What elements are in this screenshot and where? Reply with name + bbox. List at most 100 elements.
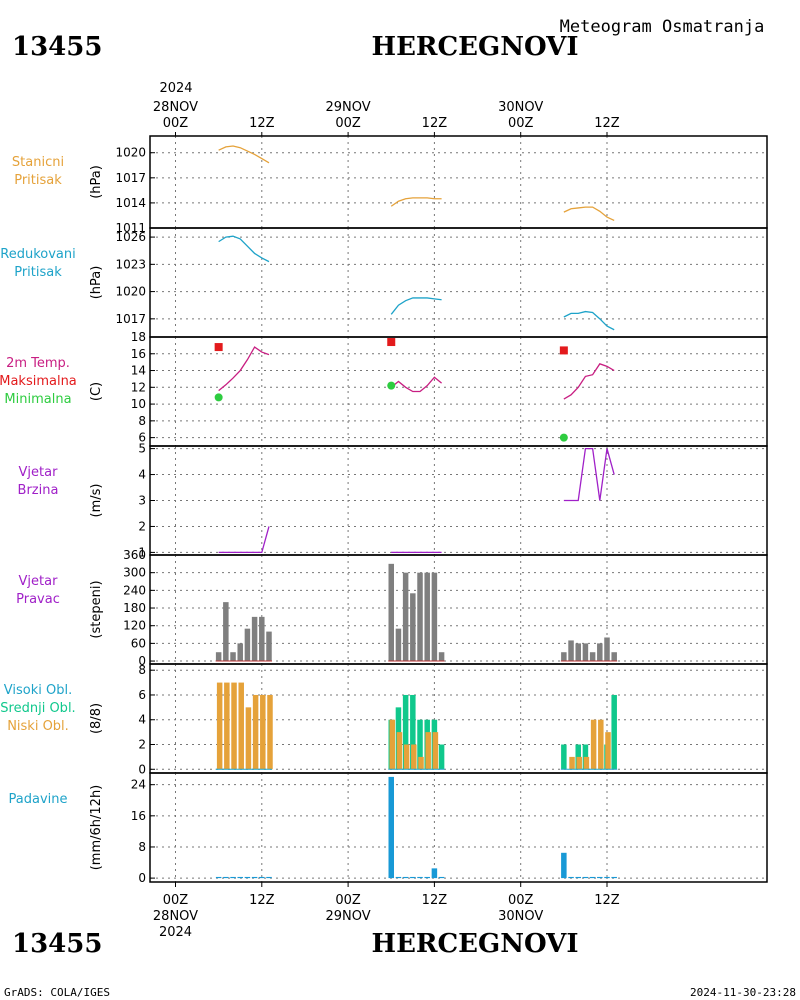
cloud-bar <box>389 719 395 770</box>
y-tick-label: 1023 <box>115 257 146 271</box>
data-bar <box>597 876 603 879</box>
data-bar <box>388 563 394 662</box>
y-axis-label: (hPa) <box>89 165 104 199</box>
y-tick-label: 6 <box>138 431 146 445</box>
data-bar <box>568 640 574 662</box>
cloud-bar <box>438 744 445 770</box>
y-tick-label: 360 <box>123 548 146 562</box>
bottom-time-label: 29NOV <box>326 909 371 924</box>
data-bar <box>589 876 596 879</box>
cloud-bar <box>561 744 567 770</box>
cloud-bar <box>425 732 431 770</box>
panel-label: Pritisak <box>14 265 62 280</box>
bottom-time-label: 00Z <box>163 893 189 908</box>
data-bar <box>244 628 251 662</box>
station-name-bottom: HERCEGNOVI <box>372 929 579 959</box>
data-bar <box>438 652 445 662</box>
y-tick-label: 120 <box>123 619 146 633</box>
cloud-bar <box>231 682 237 770</box>
data-bar <box>223 876 229 879</box>
max-temp-marker <box>387 338 396 347</box>
y-tick-label: 300 <box>123 566 146 580</box>
max-temp-marker <box>214 343 223 352</box>
y-tick-label: 1020 <box>115 146 146 160</box>
top-time-label: 29NOV <box>326 100 371 115</box>
cloud-bar <box>605 732 611 770</box>
y-tick-label: 4 <box>138 713 146 727</box>
cloud-bar <box>224 682 230 770</box>
panel-frame <box>149 445 768 556</box>
panel-label: 2m Temp. <box>6 356 70 371</box>
y-axis-label: (stepeni) <box>89 580 104 638</box>
data-bar <box>611 876 617 879</box>
data-bar <box>431 868 438 879</box>
panel-vjetar_brzina: 1 2 3 4 5 (m/s) Vjetar Brzina <box>18 442 768 559</box>
data-bar <box>431 572 438 662</box>
data-bar <box>410 876 416 879</box>
bottom-time-label: 12Z <box>249 893 275 908</box>
data-bar <box>568 876 574 879</box>
data-bar <box>410 593 416 662</box>
y-tick-label: 0 <box>138 871 146 885</box>
cloud-bar <box>402 694 409 770</box>
data-bar <box>395 876 402 879</box>
min-temp-marker <box>387 381 396 390</box>
data-bar <box>251 876 258 879</box>
data-bar <box>230 652 236 662</box>
panel-padavine: 0 8 16 24 (mm/6h/12h) Padavine <box>9 772 768 885</box>
cloud-bar <box>598 719 604 770</box>
meteogram-subtitle: Meteogram Osmatranja <box>560 17 765 37</box>
panel-vjetar_pravac: 0 60 120 180 240 300 360 (stepeni) Vjetar Pravac <box>16 548 768 668</box>
cloud-bar <box>238 682 244 770</box>
cloud-bar <box>411 744 417 770</box>
y-tick-label: 180 <box>123 601 146 615</box>
y-tick-label: 1017 <box>115 171 146 185</box>
series-line <box>218 145 270 164</box>
station-id-bottom: 13455 <box>12 929 102 959</box>
panel-oblaci: 0 2 4 6 8 (8/8) Visoki Obl. Srednji Obl. Niski O… <box>0 663 768 776</box>
top-time-label: 12Z <box>422 116 448 131</box>
data-bar <box>266 876 272 879</box>
series-line <box>218 526 270 554</box>
data-bar <box>259 876 265 879</box>
data-bar <box>244 876 251 879</box>
panel-label: Vjetar <box>19 465 59 480</box>
data-bar <box>604 637 610 662</box>
data-bar <box>388 776 394 879</box>
cloud-bar <box>410 694 416 770</box>
bottom-time-label: 2024 <box>159 925 192 940</box>
cloud-bar <box>417 719 423 770</box>
panel-frame <box>149 227 768 338</box>
series-line <box>390 376 443 393</box>
y-tick-label: 12 <box>131 380 146 394</box>
y-tick-label: 0 <box>138 762 146 776</box>
data-bar <box>582 876 589 879</box>
y-tick-label: 4 <box>138 468 146 482</box>
panel-label: Stanicni <box>12 155 64 170</box>
top-time-label: 12Z <box>594 116 620 131</box>
panel-redukovani: 1017 1020 1023 1026 (hPa) Redukovani Pritisak <box>0 227 768 338</box>
cloud-bar <box>418 756 424 770</box>
series-line <box>390 297 442 315</box>
y-tick-label: 10 <box>131 397 146 411</box>
y-axis-label: (C) <box>89 382 104 401</box>
bottom-time-label: 12Z <box>422 893 448 908</box>
cloud-bar <box>583 756 590 770</box>
y-tick-label: 1011 <box>115 221 146 235</box>
data-bar <box>575 643 581 662</box>
cloud-bar <box>590 719 597 770</box>
y-tick-label: 6 <box>138 688 146 702</box>
data-bar <box>223 602 229 662</box>
data-bar <box>424 572 430 662</box>
station-name-top: HERCEGNOVI <box>372 32 579 62</box>
cloud-bar <box>569 756 575 770</box>
y-axis-label: (m/s) <box>89 484 104 518</box>
data-bar <box>561 852 567 879</box>
data-bar <box>582 643 589 662</box>
cloud-bar <box>267 694 273 770</box>
data-bar <box>215 876 222 879</box>
y-tick-label: 0 <box>138 654 146 668</box>
